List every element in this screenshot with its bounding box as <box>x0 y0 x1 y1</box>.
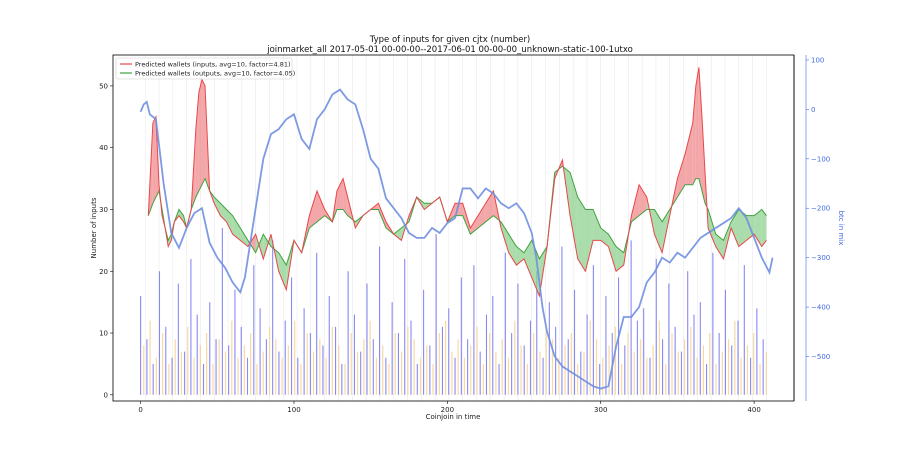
fill-between-segment <box>705 172 709 228</box>
fill-between-segment <box>585 209 594 272</box>
y-tick-label-right: −100 <box>811 155 830 163</box>
fill-between-segment <box>708 209 716 247</box>
fill-between-segment <box>201 79 206 185</box>
y-tick-label-right: −300 <box>811 254 830 262</box>
y-tick-label: 40 <box>99 144 108 152</box>
fill-between-segment <box>685 122 693 185</box>
fill-between-segment <box>600 228 609 247</box>
fill-between-segment <box>478 203 486 228</box>
fill-between-segment <box>577 197 586 272</box>
fill-between-segment <box>570 172 578 259</box>
fill-between-segment <box>178 209 184 222</box>
fill-between-segment <box>646 197 655 235</box>
y-tick-label-right: −400 <box>811 304 830 312</box>
plot-frame <box>112 54 795 402</box>
fill-between-segment <box>695 67 699 179</box>
y-tick-label: 30 <box>99 206 108 214</box>
y-axis-label-right: btc in mix <box>837 211 845 246</box>
fill-between-segment <box>738 209 747 247</box>
chart-title: Type of inputs for given cjtx (number) <box>369 35 531 45</box>
y-tick-label-right: −200 <box>811 205 830 213</box>
fill-between-segment <box>508 234 517 266</box>
fill-between-segment <box>232 215 241 241</box>
outputs-line <box>147 165 767 267</box>
fill-between-segment <box>343 178 348 216</box>
fill-between-segment <box>336 178 344 210</box>
x-tick-label: 400 <box>747 406 760 414</box>
fill-between-segment <box>152 116 156 204</box>
fill-between-segment <box>378 203 387 228</box>
fill-between-segment <box>593 209 601 241</box>
y-axis-label: Number of inputs <box>90 197 98 258</box>
fill-between-segment <box>168 234 172 247</box>
legend-label-inputs: Predicted wallets (inputs, avg=10, facto… <box>135 61 291 69</box>
legend-box <box>115 57 293 80</box>
y-tick-label: 0 <box>104 391 108 399</box>
fill-between-segment <box>240 228 248 247</box>
fill-between-segment <box>247 234 256 253</box>
x-tick-label: 100 <box>287 406 300 414</box>
fill-between-segment <box>692 85 696 185</box>
fill-between-segment <box>195 92 199 198</box>
y-tick-label-right: 100 <box>811 56 824 64</box>
fill-between-segment <box>715 234 724 259</box>
x-tick-label: 300 <box>594 406 607 414</box>
fill-between-segment <box>226 209 233 235</box>
y-tick-label: 20 <box>99 268 108 276</box>
fill-between-segment <box>214 197 221 216</box>
y-tick-label: 10 <box>99 330 108 338</box>
fill-between-segment <box>393 228 402 241</box>
fill-between-segment <box>639 184 647 216</box>
fill-between-segment <box>316 190 325 222</box>
fill-between-segment <box>616 246 624 272</box>
x-tick-label: 0 <box>138 406 142 414</box>
fill-between-segment <box>654 209 663 253</box>
plot-area: 0 10 20 30 40 50 0 100 200 300 400 100 0 −100 −200 −300… <box>99 55 830 414</box>
y-tick-label-right: 0 <box>811 106 815 114</box>
fill-between-segment <box>677 153 686 198</box>
fill-between-segment <box>761 209 767 247</box>
chart-subtitle: joinmarket_all 2017-05-01 00-00-00--2017… <box>266 45 633 55</box>
fill-between-segment <box>309 190 317 228</box>
btc-in-mix-line <box>139 88 774 390</box>
fill-between-segment <box>198 79 202 191</box>
y-tick-label: 50 <box>99 82 108 90</box>
legend: Predicted wallets (inputs, avg=10, facto… <box>115 57 295 80</box>
y-tick-label-right: −500 <box>811 353 830 361</box>
legend-label-outputs: Predicted wallets (outputs, avg=10, fact… <box>135 70 295 78</box>
fill-between-segment <box>485 190 494 222</box>
inputs-line <box>147 67 767 298</box>
x-axis-label: Coinjoin in time <box>426 413 481 421</box>
x-tick-label: 200 <box>441 406 454 414</box>
fill-between-segment <box>698 67 702 191</box>
